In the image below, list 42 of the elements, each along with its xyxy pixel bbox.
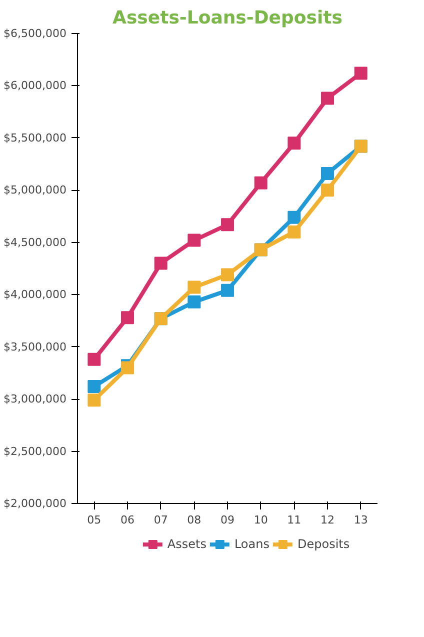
point — [221, 268, 234, 282]
x-tick-label: 13 — [354, 514, 368, 526]
legend-label: Deposits — [297, 537, 350, 551]
y-tick-label: $2,000,000 — [4, 497, 67, 510]
point — [188, 295, 201, 308]
y-tick-label: $6,500,000 — [4, 27, 67, 40]
y-tick-label: $3,500,000 — [4, 340, 67, 354]
y-tick-label: $4,500,000 — [4, 236, 67, 249]
point — [254, 176, 268, 190]
point — [88, 380, 101, 394]
y-tick-label: $5,000,000 — [4, 184, 67, 197]
legend-label: Loans — [234, 537, 270, 551]
x-tick-label: 11 — [287, 514, 302, 526]
y-tick-label: $4,000,000 — [4, 288, 67, 302]
point — [221, 284, 234, 297]
point — [121, 311, 134, 324]
point — [88, 394, 101, 407]
point — [154, 256, 168, 270]
y-tick-label: $5,500,000 — [4, 131, 67, 144]
chart-title: Assets-Loans-Deposits — [112, 8, 342, 28]
y-tick-label: $2,500,000 — [4, 444, 67, 458]
point — [221, 218, 234, 232]
point — [321, 184, 334, 197]
x-tick-label: 07 — [154, 514, 168, 526]
point — [88, 352, 101, 366]
x-tick-label: 06 — [120, 514, 134, 526]
point — [288, 210, 301, 224]
x-tick-label: 12 — [320, 514, 334, 526]
point — [354, 66, 368, 80]
x-tick-label: 09 — [220, 514, 234, 526]
legend-label: Assets — [167, 537, 206, 551]
x-tick-label: 08 — [187, 514, 202, 526]
point — [321, 92, 334, 105]
point — [288, 225, 301, 238]
point — [321, 166, 334, 180]
point — [288, 136, 301, 150]
point — [188, 280, 201, 294]
y-tick-label: $6,000,000 — [4, 79, 67, 92]
point — [188, 234, 201, 247]
y-tick-label: $3,000,000 — [4, 392, 67, 406]
x-tick-label: 10 — [254, 514, 268, 526]
x-tick-label: 05 — [87, 514, 102, 526]
